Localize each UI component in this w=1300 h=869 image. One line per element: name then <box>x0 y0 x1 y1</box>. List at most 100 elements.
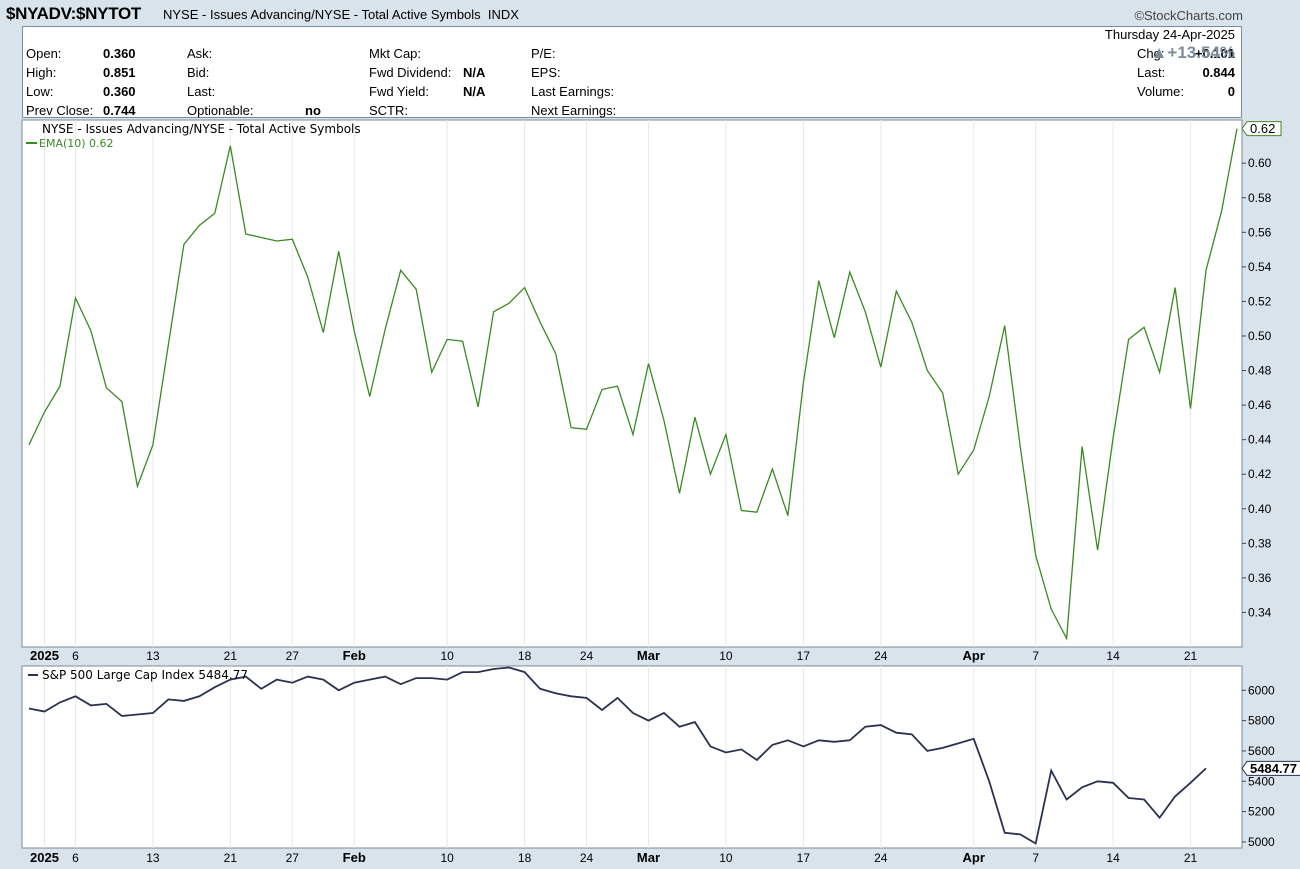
main-x-tick-label: 6 <box>72 649 79 663</box>
spx-plot-bg <box>21 665 1243 849</box>
quote-panel: Open: 0.360 Ask: Mkt Cap: P/E: Chg: +0.101 High… <box>22 26 1242 118</box>
spx-x-tick-label: 7 <box>1032 851 1039 865</box>
spx-x-tick-label: 13 <box>146 851 160 865</box>
quote-k3-row0: Mkt Cap: <box>369 46 422 61</box>
quote-k2-row3: Optionable: <box>187 103 254 118</box>
spx-x-tick-label: 21 <box>224 851 238 865</box>
main-x-tick-label: 24 <box>874 649 888 663</box>
spx-x-tick-label: 14 <box>1106 851 1120 865</box>
quote-k1-row2: Low: <box>26 84 54 99</box>
quote-k3-row1: Fwd Dividend: <box>369 65 452 80</box>
spx-y-tick-label: 5600 <box>1248 744 1275 758</box>
main-x-tick-label: 24 <box>580 649 594 663</box>
main-x-tick-label: 10 <box>719 649 733 663</box>
main-x-tick-label: 10 <box>440 649 454 663</box>
quote-k1-row3: Prev Close: <box>26 103 94 118</box>
main-y-tick-label: 0.48 <box>1248 364 1272 378</box>
quote-v1-row3: 0.744 <box>103 103 136 118</box>
quote-v5-row2: 0 <box>1227 84 1235 99</box>
main-y-tick-label: 0.46 <box>1248 398 1272 412</box>
quote-v3-row1: N/A <box>463 65 486 80</box>
main-x-tick-label: 2025 <box>30 648 59 663</box>
main-x-tick-label: 27 <box>286 649 300 663</box>
main-y-tick-label: 0.38 <box>1248 536 1272 550</box>
symbol-description: NYSE - Issues Advancing/NYSE - Total Act… <box>163 7 519 22</box>
quote-date: Thursday 24-Apr-2025 <box>1104 27 1235 42</box>
spx-last-value-label: 5484.77 <box>1250 761 1297 776</box>
main-x-tick-label: 14 <box>1106 649 1120 663</box>
main-x-tick-label: Feb <box>343 648 366 663</box>
main-plot-bg <box>21 119 1243 648</box>
symbol-title: $NYADV:$NYTOT <box>6 4 141 23</box>
spx-x-tick-label: 27 <box>286 851 300 865</box>
quote-v5-row0: +0.101 <box>1194 46 1235 61</box>
spx-x-tick-label: Feb <box>343 850 366 865</box>
main-y-tick-label: 0.60 <box>1248 156 1272 170</box>
spx-y-tick-label: 5200 <box>1248 805 1275 819</box>
spx-series-line <box>28 666 1207 845</box>
quote-k2-row0: Ask: <box>187 46 213 61</box>
quote-k5-row0: Chg: <box>1137 46 1165 61</box>
main-y-tick-label: 0.58 <box>1248 191 1272 205</box>
exchange-label: INDX <box>487 7 519 22</box>
main-y-tick-label: 0.50 <box>1248 329 1272 343</box>
main-y-tick-label: 0.42 <box>1248 467 1272 481</box>
spx-y-tick-label: 5800 <box>1248 714 1275 728</box>
main-y-tick-label: 0.54 <box>1248 260 1272 274</box>
quote-k5-row2: Volume: <box>1137 84 1184 99</box>
quote-v1-row1: 0.851 <box>103 65 136 80</box>
quote-k3-row2: Fwd Yield: <box>369 84 429 99</box>
spx-last-value-tag <box>1241 760 1300 776</box>
main-x-tick-label: 13 <box>146 649 160 663</box>
quote-v1-row2: 0.360 <box>103 84 136 99</box>
main-last-value-tag <box>1241 121 1282 137</box>
spx-x-tick-label: 10 <box>440 851 454 865</box>
quote-k4-row1: EPS: <box>531 65 561 80</box>
main-x-tick-label: 21 <box>224 649 238 663</box>
spx-y-tick-label: 5400 <box>1248 774 1275 788</box>
quote-v3-row2: N/A <box>463 84 486 99</box>
spx-x-tick-label: 24 <box>580 851 594 865</box>
main-x-tick-label: 7 <box>1032 649 1039 663</box>
quote-k2-row2: Last: <box>187 84 216 99</box>
brand-logo: ©StockCharts.com <box>1134 8 1243 23</box>
main-x-tick-label: 21 <box>1184 649 1198 663</box>
main-y-tick-label: 0.36 <box>1248 571 1272 585</box>
quote-v1-row0: 0.360 <box>103 46 136 61</box>
spx-title: S&P 500 Large Cap Index 5484.77 <box>42 668 248 682</box>
quote-k1-row1: High: <box>26 65 57 80</box>
spx-x-tick-label: 21 <box>1184 851 1198 865</box>
quote-k4-row3: Next Earnings: <box>531 103 617 118</box>
main-y-tick-label: 0.56 <box>1248 225 1272 239</box>
quote-v2-row3: no <box>305 103 321 118</box>
quote-k4-row2: Last Earnings: <box>531 84 615 99</box>
quote-k5-row1: Last: <box>1137 65 1166 80</box>
main-series-line <box>28 128 1238 641</box>
quote-k2-row1: Bid: <box>187 65 210 80</box>
quote-k3-row3: SCTR: <box>369 103 408 118</box>
spx-x-tick-label: 18 <box>518 851 532 865</box>
main-x-tick-label: Mar <box>637 648 660 663</box>
spx-x-tick-label: 24 <box>874 851 888 865</box>
spx-x-tick-label: 10 <box>719 851 733 865</box>
spx-x-tick-label: Apr <box>963 850 985 865</box>
main-title: NYSE - Issues Advancing/NYSE - Total Act… <box>42 122 361 136</box>
quote-v5-row1: 0.844 <box>1202 65 1235 80</box>
quote-k1-row0: Open: <box>26 46 62 61</box>
percent-change: ▲+13.54% <box>1150 43 1235 62</box>
main-y-tick-label: 0.40 <box>1248 502 1272 516</box>
ema-legend-label: EMA(10) 0.62 <box>39 137 114 150</box>
main-y-tick-label: 0.44 <box>1248 433 1272 447</box>
spx-x-tick-label: Mar <box>637 850 660 865</box>
spx-x-tick-label: 2025 <box>30 850 59 865</box>
main-y-tick-label: 0.52 <box>1248 294 1272 308</box>
main-x-tick-label: Apr <box>963 648 985 663</box>
main-x-tick-label: 17 <box>797 649 811 663</box>
spx-y-tick-label: 6000 <box>1248 683 1275 697</box>
main-last-value-label: 0.62 <box>1250 121 1275 136</box>
spx-x-tick-label: 17 <box>797 851 811 865</box>
quote-k4-row0: P/E: <box>531 46 556 61</box>
title-bar: $NYADV:$NYTOT NYSE - Issues Advancing/NY… <box>0 0 1300 26</box>
spx-x-tick-label: 6 <box>72 851 79 865</box>
